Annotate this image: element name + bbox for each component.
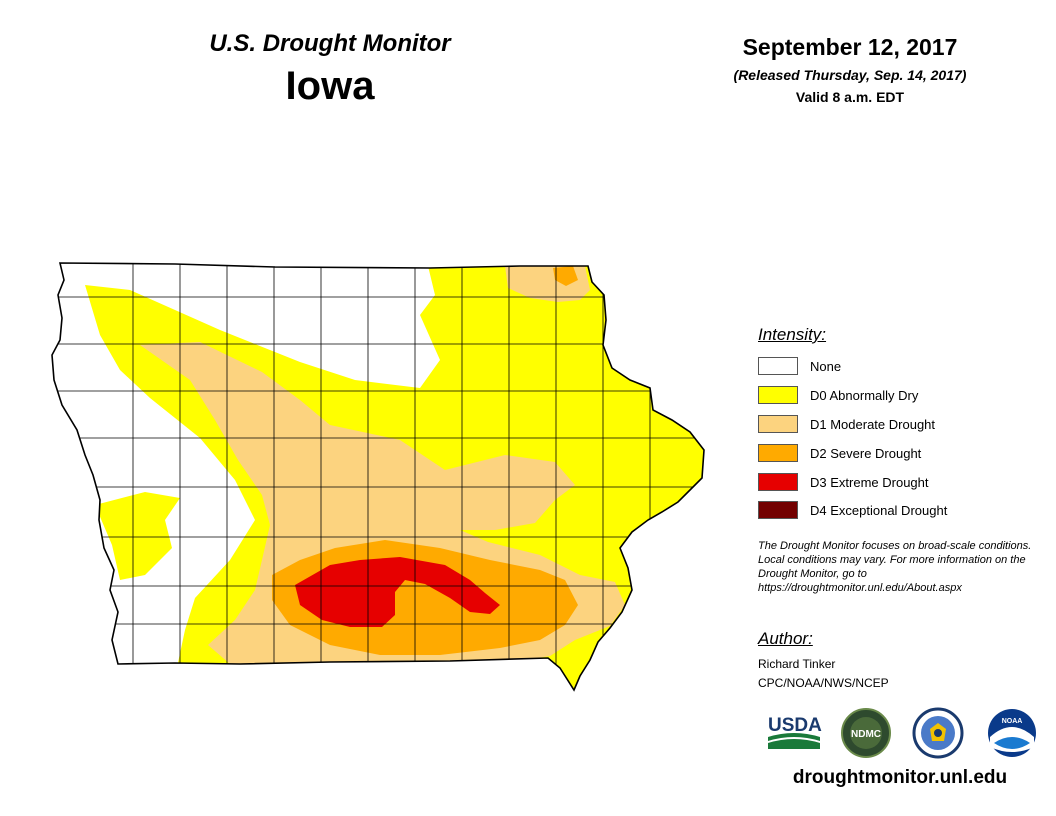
legend-swatch bbox=[758, 386, 798, 404]
legend-item-d2: D2 Severe Drought bbox=[758, 443, 921, 463]
legend-item-d3: D3 Extreme Drought bbox=[758, 472, 929, 492]
legend-item-none: None bbox=[758, 356, 841, 376]
legend-heading: Intensity: bbox=[758, 325, 827, 344]
legend-label: None bbox=[810, 358, 842, 374]
drought-d0-area-west bbox=[95, 492, 180, 580]
legend-label: D2 Severe Drought bbox=[810, 445, 922, 461]
legend-swatch bbox=[758, 444, 798, 462]
noaa-logo-text: NOAA bbox=[1002, 718, 1023, 725]
usda-logo-text: USDA bbox=[768, 715, 822, 736]
drought-monitor-note: The Drought Monitor focuses on broad-sca… bbox=[758, 540, 1032, 594]
drought-d3-area bbox=[295, 557, 500, 627]
map-date: September 12, 2017 bbox=[742, 34, 958, 60]
state-name: Iowa bbox=[285, 64, 375, 108]
release-date: (Released Thursday, Sep. 14, 2017) bbox=[733, 67, 967, 83]
county-boundaries bbox=[52, 263, 704, 690]
legend-item-d1: D1 Moderate Drought bbox=[758, 414, 935, 434]
drought-d2-area-northeast bbox=[553, 266, 578, 286]
noaa-logo: NOAA bbox=[988, 709, 1036, 757]
iowa-drought-map bbox=[51, 262, 705, 691]
legend-swatch bbox=[758, 415, 798, 433]
doc-logo bbox=[912, 707, 964, 759]
ndmc-logo-text: NDMC bbox=[851, 729, 881, 740]
legend-item-d0: D0 Abnormally Dry bbox=[758, 385, 918, 405]
legend-swatch bbox=[758, 473, 798, 491]
website-url[interactable]: droughtmonitor.unl.edu bbox=[792, 767, 1008, 788]
ndmc-logo: NDMC bbox=[841, 708, 891, 758]
legend-swatch bbox=[758, 357, 798, 375]
usda-logo: USDA bbox=[768, 715, 822, 749]
valid-time: Valid 8 a.m. EDT bbox=[795, 89, 905, 105]
author-name: Richard Tinker bbox=[758, 657, 836, 671]
legend-item-d4: D4 Exceptional Drought bbox=[758, 500, 947, 520]
drought-areas bbox=[52, 263, 704, 690]
legend-swatch bbox=[758, 501, 798, 519]
legend-label: D0 Abnormally Dry bbox=[810, 387, 919, 403]
author-org: CPC/NOAA/NWS/NCEP bbox=[758, 676, 889, 690]
legend-label: D1 Moderate Drought bbox=[810, 416, 936, 432]
author-heading: Author: bbox=[758, 629, 813, 648]
legend-label: D3 Extreme Drought bbox=[810, 474, 929, 490]
legend-label: D4 Exceptional Drought bbox=[810, 502, 948, 518]
map-title: U.S. Drought Monitor bbox=[209, 30, 451, 57]
